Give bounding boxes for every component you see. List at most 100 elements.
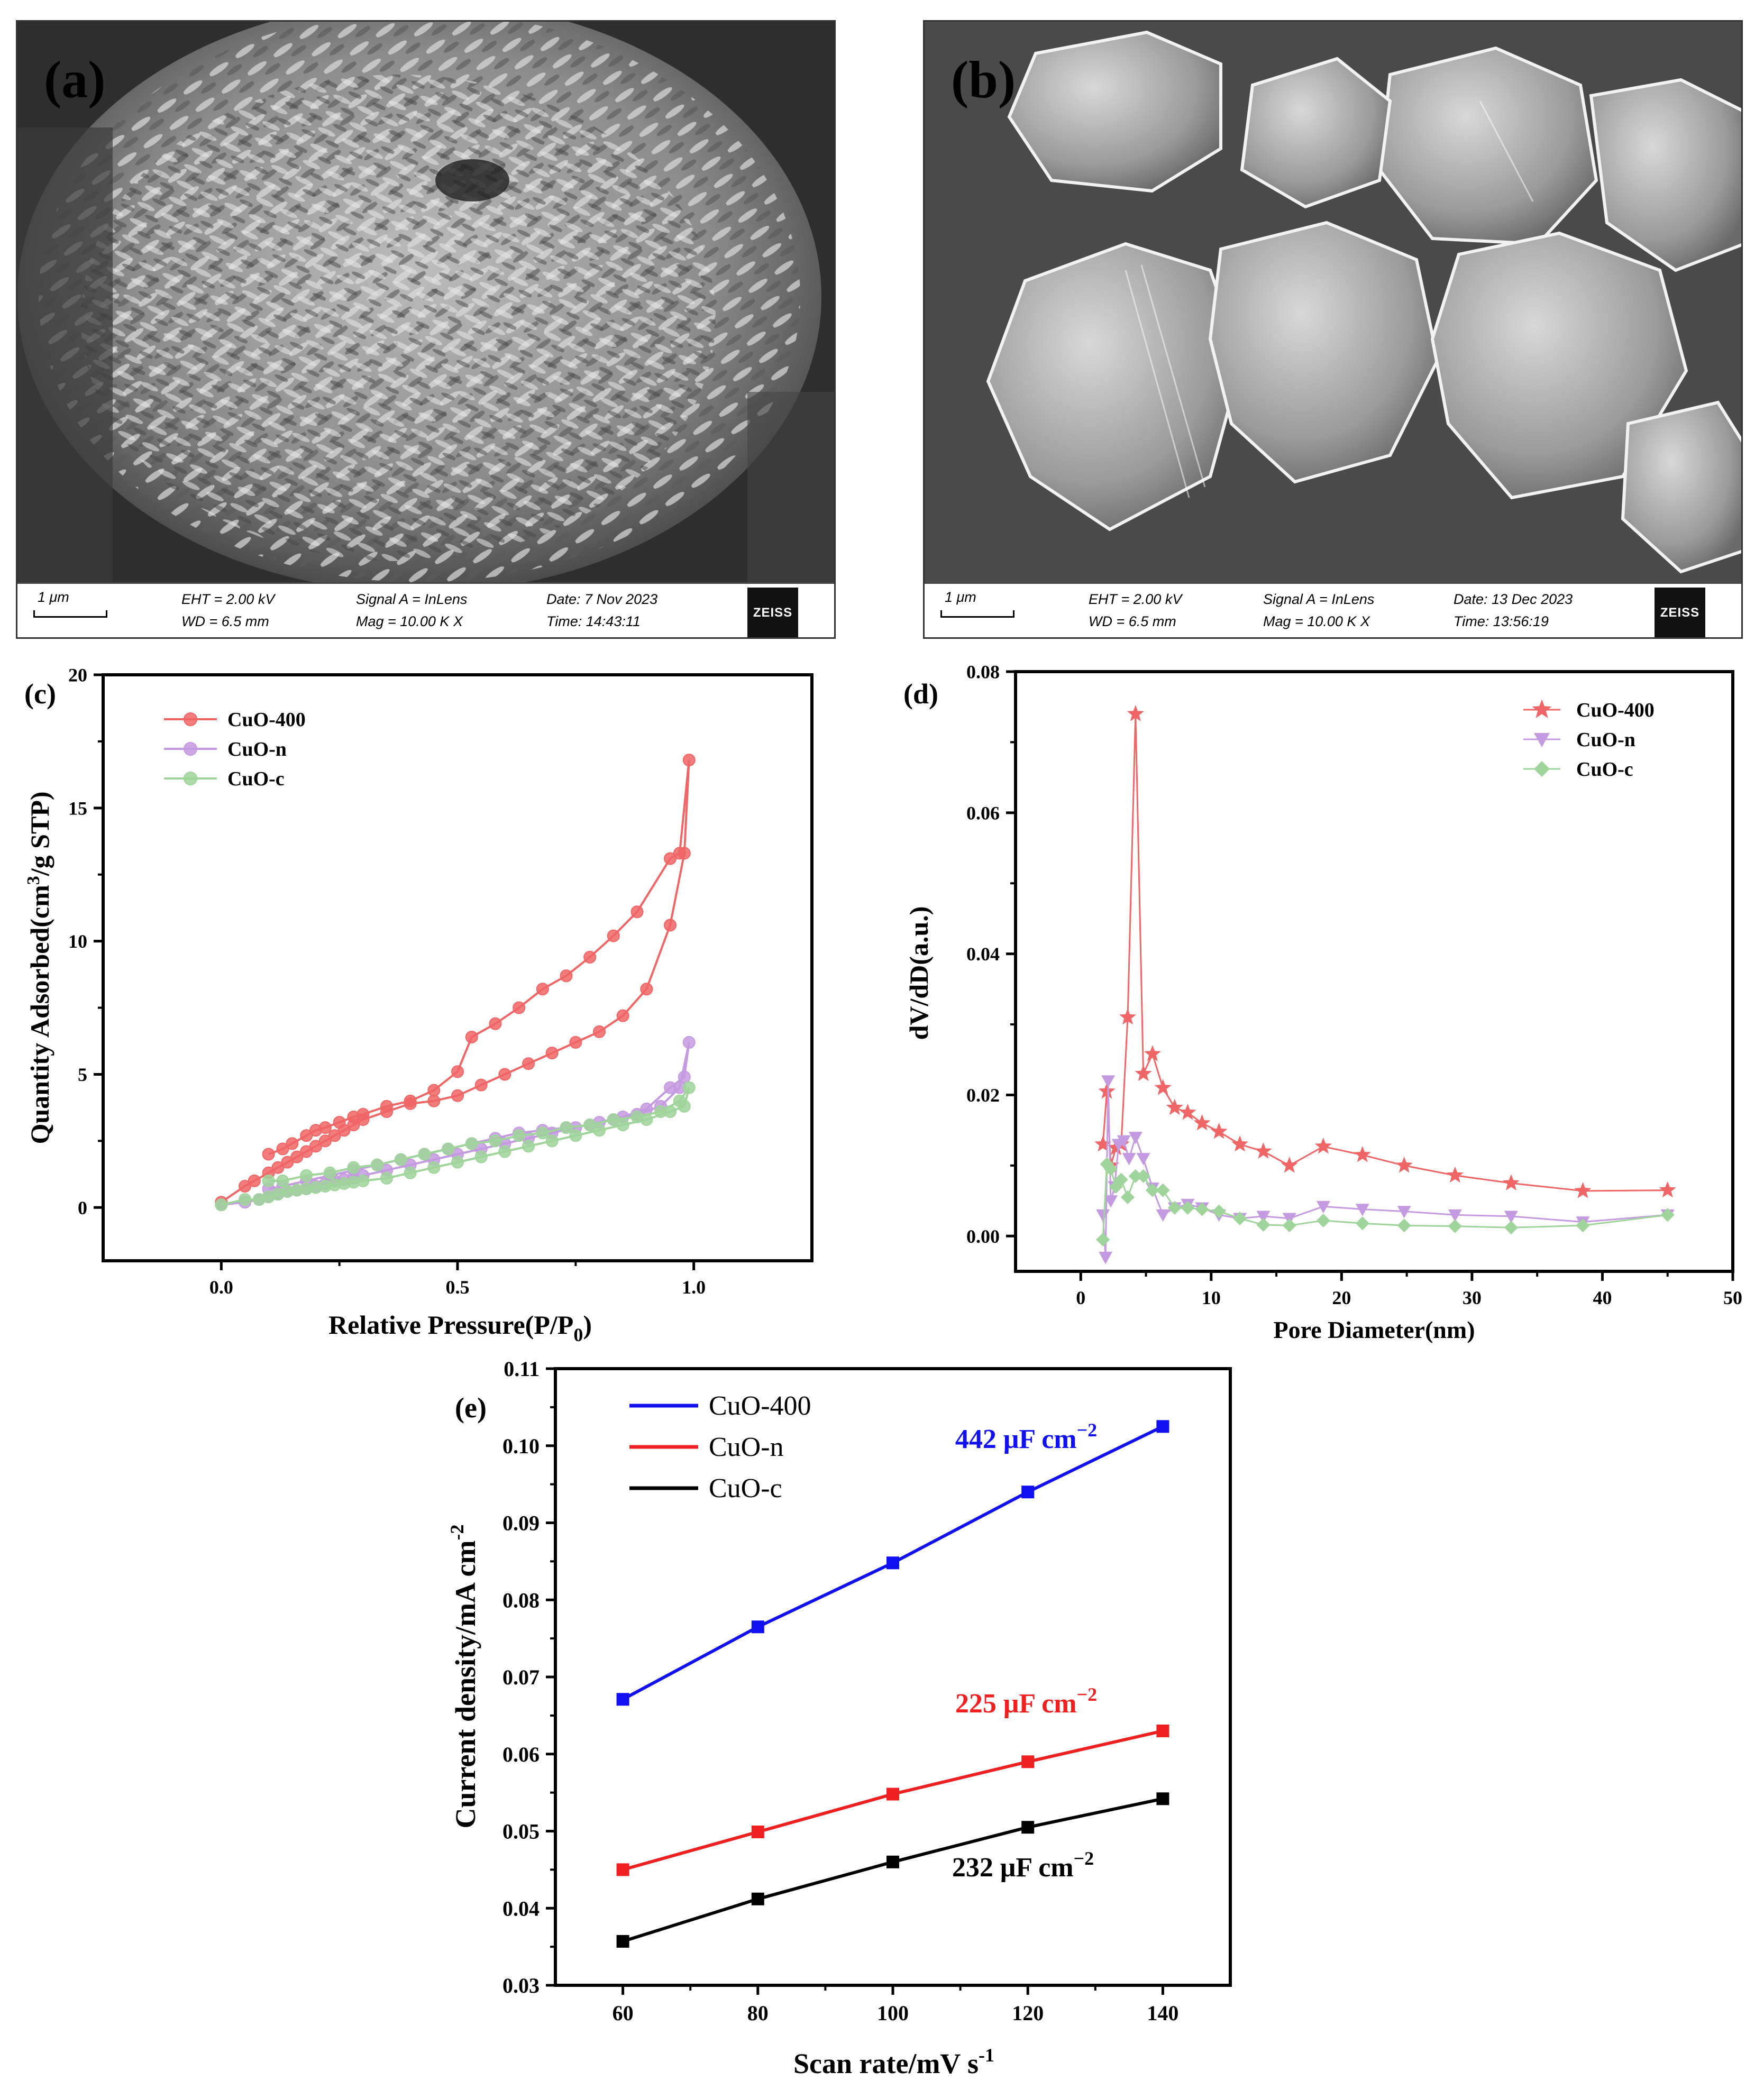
data-point-d-0-18 — [1354, 1146, 1371, 1162]
data-point-e-0-2 — [886, 1556, 899, 1570]
series-line-c-0 — [221, 759, 690, 1203]
data-point-c-2-22 — [569, 1129, 582, 1142]
annotation-e-2: 232 μF cm−2 — [952, 1848, 1094, 1883]
data-point-c-2-47 — [262, 1174, 275, 1187]
data-point-c-2-44 — [323, 1166, 336, 1179]
data-point-c-2-39 — [442, 1142, 455, 1156]
panel-label-a: (a) — [44, 50, 106, 109]
y-axis-title-e-main: Current density/mA cm — [450, 1541, 481, 1829]
x-tick-label-c-2: 1.0 — [682, 1277, 706, 1298]
data-point-c-0-33 — [583, 950, 597, 964]
data-point-c-0-38 — [465, 1030, 478, 1043]
y-tick-label-c-1: 5 — [78, 1064, 87, 1085]
data-point-d-2-4 — [1114, 1172, 1128, 1187]
data-point-c-0-32 — [607, 929, 620, 942]
annotation-e-0-sup: −2 — [1077, 1419, 1098, 1441]
series-line-e-2 — [622, 1797, 1164, 1943]
y-tick-label-d-0: 0.00 — [966, 1226, 1000, 1247]
y-tick-label-e-6: 0.09 — [502, 1511, 540, 1535]
x-axis-title-c-end: ) — [583, 1310, 592, 1340]
data-point-c-0-19 — [498, 1068, 511, 1081]
y-tick-label-d-1: 0.02 — [966, 1085, 1000, 1106]
data-point-d-0-11 — [1179, 1103, 1196, 1120]
scale-bar-b — [940, 610, 1014, 618]
plot-frame-e — [554, 1367, 1232, 1987]
y-tick-label-c-4: 20 — [68, 665, 87, 686]
data-point-c-2-35 — [536, 1126, 549, 1140]
wd-a: WD = 6.5 mm — [181, 613, 269, 629]
x-axis-title-e-sup: -1 — [979, 2045, 994, 2066]
data-point-c-1-28 — [682, 1036, 696, 1049]
y-tick-label-c-2: 10 — [68, 931, 87, 952]
data-point-d-1-22 — [1448, 1209, 1462, 1222]
x-tick-label-d-3: 30 — [1463, 1287, 1482, 1308]
data-point-c-2-31 — [630, 1111, 644, 1124]
data-point-d-1-19 — [1316, 1200, 1330, 1214]
data-point-c-2-43 — [347, 1161, 360, 1174]
data-point-d-0-8 — [1144, 1045, 1161, 1061]
date-a: Date: 7 Nov 2023 — [546, 591, 658, 607]
y-tick-label-c-0: 0 — [78, 1197, 87, 1218]
zeiss-logo-b: ZEISS — [1655, 588, 1705, 637]
x-axis-title-c-sub: 0 — [573, 1324, 583, 1345]
annotation-e-2-main: 232 μF cm — [952, 1853, 1074, 1883]
sem-micrograph-a — [17, 22, 834, 582]
legend-marker-c-2 — [184, 772, 197, 785]
data-point-d-0-9 — [1154, 1079, 1172, 1095]
x-axis-title-d: Pore Diameter(nm) — [1273, 1316, 1475, 1343]
data-point-c-0-48 — [300, 1129, 313, 1142]
data-point-d-0-19 — [1395, 1157, 1413, 1173]
data-point-d-1-21 — [1397, 1206, 1411, 1218]
data-point-e-1-4 — [1156, 1725, 1169, 1738]
data-point-e-2-3 — [1021, 1821, 1035, 1834]
plot-frame-c — [102, 673, 814, 1262]
data-point-c-1-27 — [678, 1070, 691, 1084]
data-point-c-0-31 — [630, 905, 644, 919]
data-point-c-0-10 — [328, 1129, 341, 1142]
data-point-c-0-20 — [522, 1057, 535, 1070]
data-point-c-0-50 — [276, 1142, 289, 1156]
data-point-d-0-21 — [1502, 1174, 1520, 1190]
data-point-c-2-28 — [682, 1081, 696, 1094]
date-b: Date: 13 Dec 2023 — [1454, 591, 1573, 607]
legend-label-c-2: CuO-c — [227, 768, 285, 790]
data-point-c-0-26 — [664, 919, 677, 932]
data-point-c-0-35 — [536, 983, 549, 996]
data-point-d-2-11 — [1181, 1200, 1195, 1215]
x-tick-label-d-4: 40 — [1593, 1287, 1612, 1308]
y-tick-label-e-7: 0.10 — [502, 1434, 540, 1458]
data-point-d-1-8 — [1128, 1132, 1143, 1144]
x-tick-label-d-0: 0 — [1076, 1287, 1085, 1308]
data-point-d-2-0 — [1096, 1232, 1110, 1246]
data-point-d-0-23 — [1659, 1181, 1676, 1198]
data-point-d-0-12 — [1193, 1114, 1211, 1131]
data-point-c-0-37 — [489, 1017, 502, 1030]
annotation-e-1-sup: −2 — [1077, 1684, 1098, 1705]
sem-image-b: (b) 1 μm EHT = 2.00 kV WD = 6.5 mm Signa… — [923, 20, 1743, 639]
x-axis-title-e-main: Scan rate/mV s — [793, 2048, 979, 2079]
data-point-c-0-5 — [281, 1156, 294, 1169]
panel-label-c: (c) — [24, 678, 56, 710]
data-point-d-0-13 — [1210, 1122, 1228, 1139]
data-point-d-0-22 — [1574, 1182, 1592, 1198]
data-point-d-2-18 — [1355, 1216, 1369, 1231]
data-point-c-2-32 — [607, 1113, 620, 1126]
x-tick-label-c-0: 0.0 — [209, 1277, 233, 1298]
data-point-c-2-23 — [593, 1124, 606, 1137]
data-point-d-2-14 — [1233, 1211, 1247, 1225]
x-tick-label-e-0: 60 — [613, 2001, 634, 2025]
data-point-d-1-17 — [1256, 1211, 1271, 1223]
y-axis-title-c-sup: 3 — [24, 876, 43, 885]
chart-d-pore-distribution: 0 10 20 30 40 50 0.00 0.02 0.04 0.06 0.08 CuO-400 C… — [903, 662, 1742, 1343]
eht-b: EHT = 2.00 kV — [1089, 591, 1182, 607]
data-point-d-2-8 — [1145, 1183, 1159, 1197]
data-point-d-2-10 — [1167, 1200, 1182, 1215]
series-line-d-0 — [1102, 713, 1668, 1192]
data-point-d-1-6 — [1117, 1135, 1131, 1148]
scale-bar-a — [33, 610, 107, 618]
data-point-c-2-24 — [616, 1119, 629, 1132]
data-point-c-2-41 — [394, 1153, 407, 1166]
data-point-d-1-2 — [1101, 1075, 1116, 1088]
data-point-c-2-13 — [357, 1174, 370, 1187]
data-point-c-0-7 — [300, 1145, 313, 1158]
